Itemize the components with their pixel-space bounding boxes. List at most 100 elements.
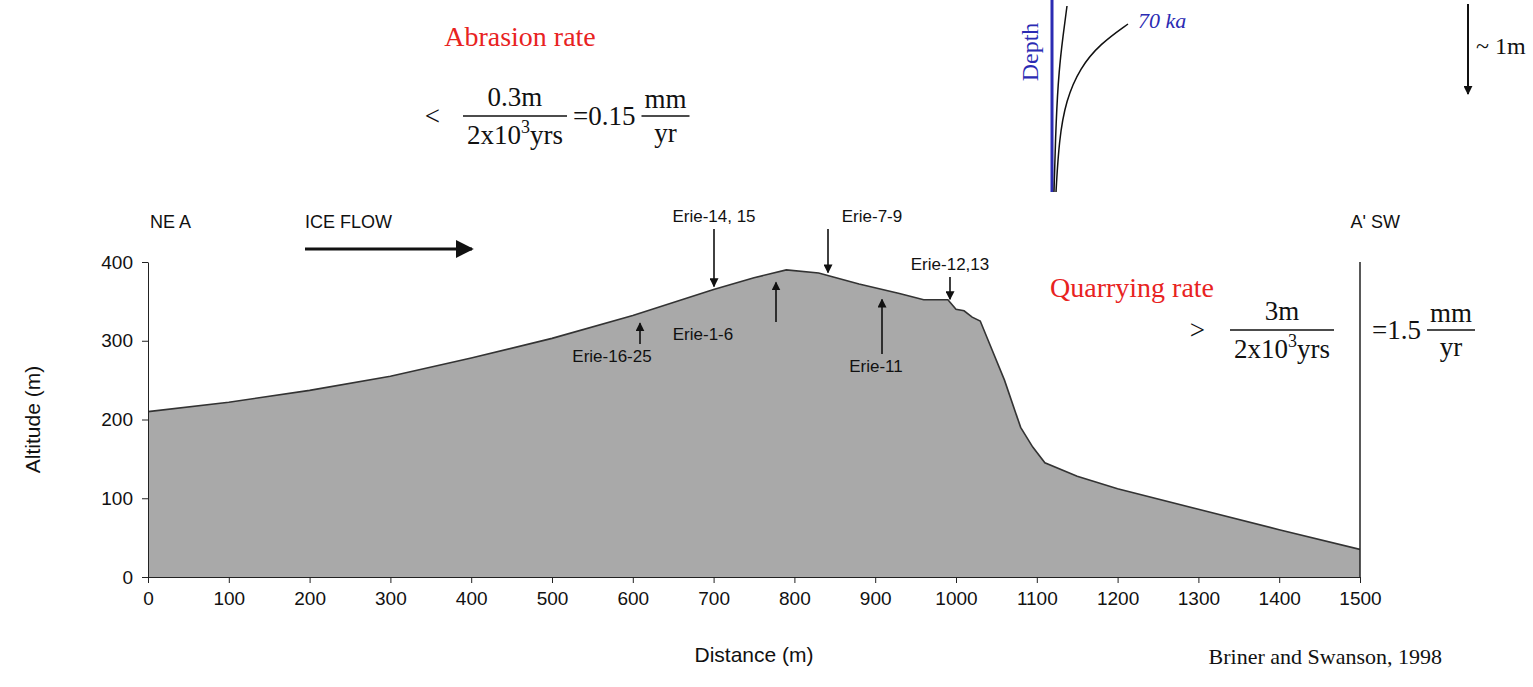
- unit-denominator: yr: [654, 118, 677, 148]
- sample-label: Erie-14, 15: [672, 207, 755, 226]
- sample-arrow: [713, 229, 715, 286]
- x-tick: 1000: [935, 577, 977, 609]
- section-start: NE A: [150, 212, 191, 232]
- fraction-bar: [463, 115, 567, 117]
- inset: Depth 70 ka ~ 1m: [1017, 0, 1526, 192]
- x-tick-mark: [1360, 577, 1361, 583]
- y-tick-mark: [142, 341, 148, 342]
- sample-label: Erie-7-9: [842, 207, 902, 226]
- x-tick-label: 700: [698, 588, 730, 609]
- x-tick-mark: [1198, 577, 1199, 583]
- x-tick-label: 1500: [1339, 588, 1381, 609]
- x-tick-mark: [310, 577, 311, 583]
- profile-area: [148, 270, 1360, 577]
- x-tick-label: 500: [537, 588, 569, 609]
- y-tick: 100: [101, 488, 148, 509]
- x-axis: 0 100 200 300 400 500 600 700 800 900 1000 1100 1200…: [143, 577, 1381, 609]
- denominator-unit: yrs: [1297, 334, 1330, 364]
- y-tick-mark: [142, 420, 148, 421]
- fraction-bar: [1427, 329, 1475, 331]
- x-tick: 100: [213, 577, 245, 609]
- inset-axis-label: Depth: [1017, 23, 1043, 82]
- x-tick: 500: [537, 577, 569, 609]
- x-tick: 300: [375, 577, 407, 609]
- y-tick: 300: [101, 330, 148, 351]
- inset-scale-label: ~ 1m: [1476, 33, 1526, 59]
- ice-flow-label: ICE FLOW: [305, 212, 392, 232]
- x-tick-label: 100: [213, 588, 245, 609]
- x-tick-label: 1100: [1017, 588, 1058, 609]
- denominator-exponent: 3: [521, 117, 530, 137]
- x-tick-mark: [1118, 577, 1119, 583]
- frame-right: [1359, 262, 1361, 577]
- x-tick-mark: [794, 577, 795, 583]
- x-tick-label: 1300: [1178, 588, 1220, 609]
- plot-area: [148, 270, 1360, 577]
- x-tick: 400: [456, 577, 488, 609]
- y-tick: 400: [101, 252, 148, 273]
- y-tick-label: 100: [101, 488, 133, 509]
- sample-label: Erie-11: [849, 357, 903, 376]
- x-tick-mark: [875, 577, 876, 583]
- x-axis-line: [149, 577, 1361, 578]
- sample-arrow: [827, 229, 829, 273]
- x-tick-mark: [714, 577, 715, 583]
- x-tick: 1200: [1097, 577, 1139, 609]
- y-tick-mark: [142, 498, 148, 499]
- inset-curve: [1054, 6, 1067, 192]
- rate-relation: <: [425, 101, 440, 131]
- fraction-bar: [1230, 329, 1334, 331]
- fraction-bar: [641, 115, 689, 117]
- y-tick-label: 300: [101, 330, 133, 351]
- inset-curve: [1056, 24, 1128, 192]
- x-tick-mark: [1037, 577, 1038, 583]
- y-axis-line: [148, 263, 149, 578]
- sample-label: Erie-16-25: [572, 347, 651, 366]
- sample-label: Erie-1-6: [673, 325, 733, 344]
- inset-axis: [1051, 0, 1054, 192]
- x-tick-mark: [1279, 577, 1280, 583]
- x-tick: 200: [294, 577, 326, 609]
- x-tick-mark: [148, 577, 149, 583]
- x-tick: 1500: [1339, 577, 1381, 609]
- profile-line: [148, 270, 1360, 550]
- abrasion-annotation: Abrasion rate<0.3m2x103yrs=0.15mmyr: [425, 21, 690, 150]
- x-tick: 0: [143, 577, 154, 609]
- denominator-unit: yrs: [530, 120, 563, 150]
- x-tick: 900: [860, 577, 892, 609]
- x-tick: 1300: [1178, 577, 1220, 609]
- chart-svg: 0100200300400500600700800900100011001200…: [0, 0, 1533, 687]
- rate-result: =1.5: [1372, 315, 1421, 345]
- sample-arrow: [639, 323, 641, 344]
- x-axis-title: Distance (m): [694, 643, 813, 666]
- unit-numerator: mm: [644, 84, 686, 114]
- x-tick-mark: [956, 577, 957, 583]
- y-tick: 200: [101, 409, 148, 430]
- inset-scale-arrow: [1467, 4, 1469, 94]
- x-tick-mark: [471, 577, 472, 583]
- y-tick-label: 200: [101, 409, 133, 430]
- inset-curve-label: 70 ka: [1138, 8, 1186, 33]
- x-tick: 800: [779, 577, 811, 609]
- fraction-numerator: 0.3m: [488, 82, 543, 112]
- denominator-exponent: 3: [1288, 331, 1297, 351]
- section-end: A' SW: [1351, 212, 1400, 232]
- x-tick-label: 0: [143, 588, 154, 609]
- fraction-denominator: 2x103yrs: [467, 117, 563, 150]
- rate-relation: >: [1190, 315, 1205, 345]
- y-axis-title: Altitude (m): [21, 366, 44, 473]
- sample-arrow: [881, 299, 883, 354]
- y-tick-label: 0: [122, 567, 133, 588]
- source: Briner and Swanson, 1998: [1209, 644, 1442, 669]
- fraction-denominator: 2x103yrs: [1234, 331, 1330, 364]
- x-tick-mark: [229, 577, 230, 583]
- x-tick-label: 1200: [1097, 588, 1139, 609]
- x-tick: 600: [617, 577, 649, 609]
- x-tick-label: 1000: [935, 588, 977, 609]
- denominator-base: 2x10: [1234, 334, 1288, 364]
- x-tick: 700: [698, 577, 730, 609]
- unit-denominator: yr: [1440, 332, 1463, 362]
- chart-root: 0100200300400500600700800900100011001200…: [0, 0, 1533, 687]
- unit-numerator: mm: [1430, 298, 1472, 328]
- y-axis: 0 100 200 300 400: [101, 252, 148, 588]
